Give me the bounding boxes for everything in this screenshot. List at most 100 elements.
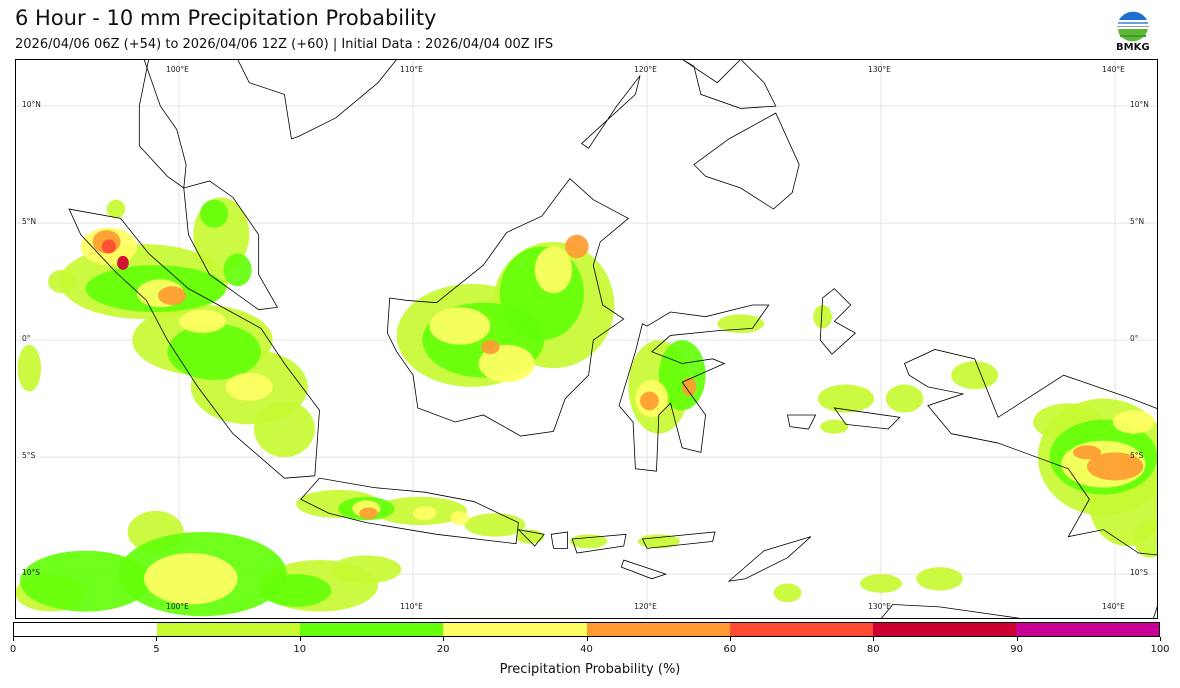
colorbar-tick-mark	[729, 637, 731, 641]
colorbar-tick-mark	[156, 637, 158, 641]
precip-area-level-1	[885, 384, 924, 413]
colorbar-tick-label: 100	[1150, 644, 1170, 655]
lat-label-left: 5°N	[22, 217, 37, 227]
precip-area-level-1	[916, 567, 963, 591]
precip-area-level-4	[682, 377, 697, 397]
precip-area-level-2	[260, 574, 332, 607]
coastline-lombok	[550, 531, 568, 549]
lon-label-bottom: 130°E	[868, 602, 891, 611]
coastline-newguinea	[903, 349, 1163, 556]
coastline-seram	[833, 407, 901, 430]
colorbar-tick-mark	[1160, 637, 1161, 641]
precip-area-level-2	[200, 199, 229, 228]
coastline-timor	[727, 536, 812, 582]
precip-area-level-1	[813, 304, 832, 329]
chart-title: 6 Hour - 10 mm Precipitation Probability	[15, 6, 437, 30]
coastline-sumbawa	[571, 533, 627, 554]
precip-area-level-2	[167, 323, 261, 380]
precip-area-level-1	[820, 419, 849, 434]
coastline-java	[300, 477, 519, 545]
precip-area-level-4	[1087, 452, 1144, 481]
precip-area-level-1	[17, 344, 42, 392]
colorbar-tick-mark	[873, 637, 875, 641]
colorbar-segment	[729, 623, 873, 636]
lon-label-top: 130°E	[868, 65, 891, 74]
colorbar-tick-label: 0	[9, 644, 17, 655]
lon-label-bottom: 100°E	[166, 602, 189, 611]
precipitation-map	[15, 58, 1169, 633]
lat-label-left: 5°S	[22, 451, 36, 461]
precip-area-level-1	[773, 583, 802, 603]
precip-area-level-1	[569, 534, 608, 549]
precip-area-level-1	[464, 513, 526, 537]
lat-label-right: 10°S	[1130, 568, 1149, 578]
colorbar-segment	[14, 623, 158, 636]
colorbar-tick-label: 20	[436, 644, 450, 655]
colorbar-tick-mark	[443, 637, 445, 641]
coastline-flores	[641, 531, 716, 549]
colorbar-tick-label: 40	[580, 644, 593, 655]
coastline-palawan	[580, 75, 641, 149]
precip-area-level-1	[253, 400, 315, 458]
precip-area-level-3	[450, 510, 470, 525]
precip-area-level-2	[223, 253, 252, 287]
precip-area-level-1	[951, 361, 999, 390]
precip-area-level-3	[413, 506, 437, 521]
logo-text: BMKG	[1116, 42, 1150, 53]
colorbar-tick-mark	[1016, 637, 1018, 641]
coastline-indochina	[236, 58, 398, 140]
precip-area-level-1	[106, 199, 126, 219]
precip-area-level-4	[359, 507, 378, 520]
precip-area-level-1	[48, 269, 77, 294]
lon-label-top: 140°E	[1102, 65, 1125, 74]
colorbar-tick-mark	[13, 637, 14, 641]
precip-area-level-1	[860, 574, 903, 593]
lon-label-bottom: 120°E	[634, 602, 657, 611]
colorbar-segment	[443, 623, 587, 636]
precip-area-level-4	[480, 340, 500, 355]
colorbar-tick-label: 10	[293, 644, 307, 655]
bmkg-logo-icon	[1117, 10, 1149, 42]
precip-area-level-2	[19, 550, 152, 612]
precip-area-level-1	[331, 555, 402, 584]
precip-area-level-3	[534, 246, 573, 294]
coastline-mindanao	[693, 112, 800, 210]
precip-area-level-6	[117, 255, 129, 270]
colorbar-tick-mark	[299, 637, 301, 641]
lat-label-left: 10°S	[22, 568, 41, 578]
coastline-sulawesi	[618, 304, 770, 472]
precip-area-level-4	[640, 391, 659, 411]
lat-label-left: 10°N	[22, 100, 41, 110]
lat-label-right: 0°	[1130, 334, 1139, 344]
colorbar-tick-label: 80	[866, 644, 880, 655]
coastline-borneo	[386, 178, 630, 437]
precip-area-level-3	[1112, 410, 1155, 434]
lon-label-bottom: 110°E	[400, 602, 423, 611]
colorbar-segment	[586, 623, 730, 636]
precip-area-level-4	[1072, 445, 1102, 460]
lat-label-right: 10°N	[1130, 100, 1149, 110]
colorbar-segment	[157, 623, 301, 636]
precip-area-level-3	[179, 309, 226, 334]
colorbar-segment	[872, 623, 1016, 636]
coastline-halmahera	[819, 288, 857, 355]
lon-label-top: 110°E	[400, 65, 423, 74]
colorbar-tick-label: 60	[723, 644, 737, 655]
lon-label-top: 100°E	[166, 65, 189, 74]
coastline-bali	[517, 529, 545, 547]
lat-label-right: 5°N	[1130, 217, 1145, 227]
precip-area-level-4	[158, 286, 187, 305]
coastline-buru	[787, 414, 817, 430]
coastline-thai	[138, 58, 187, 189]
lon-label-bottom: 140°E	[1102, 602, 1125, 611]
lon-label-top: 120°E	[634, 65, 657, 74]
colorbar-tick-mark	[586, 637, 588, 641]
precip-area-level-4	[565, 234, 589, 259]
colorbar-segment	[300, 623, 444, 636]
colorbar-label: Precipitation Probability (%)	[499, 662, 681, 677]
colorbar	[13, 622, 1160, 637]
precip-area-level-5	[101, 239, 116, 254]
colorbar-tick-label: 90	[1010, 644, 1023, 655]
precip-area-level-1	[637, 534, 680, 549]
precip-area-level-3	[478, 344, 535, 383]
